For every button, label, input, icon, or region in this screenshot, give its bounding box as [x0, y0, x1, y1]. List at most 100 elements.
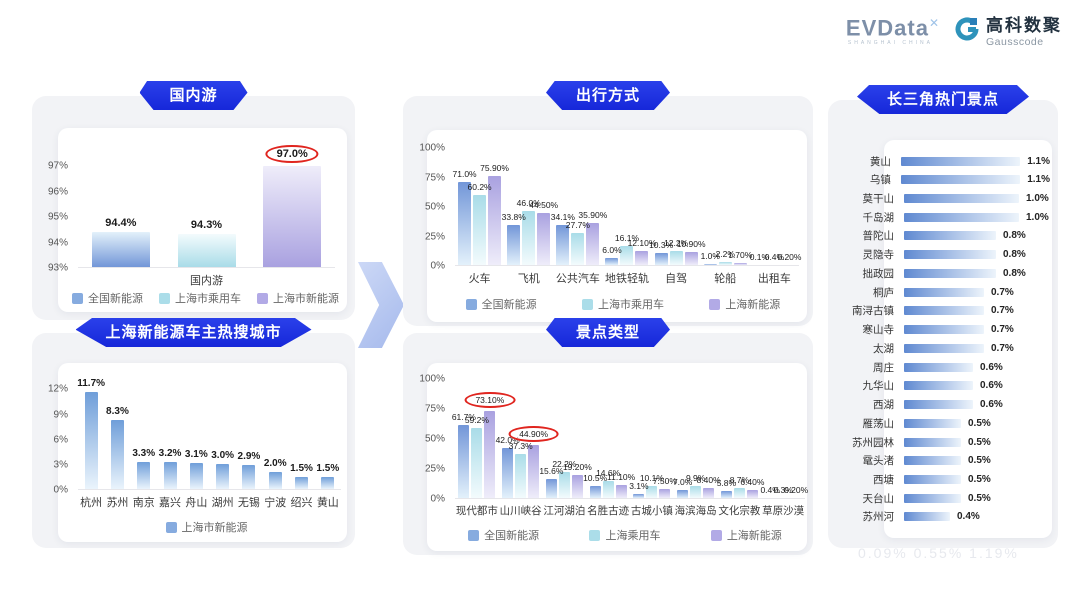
- bar-value-label: 2.9%: [237, 450, 261, 462]
- legend-item[interactable]: 上海市乘用车: [159, 290, 241, 306]
- y-axis: 12% 9% 6% 3% 0%: [32, 381, 74, 496]
- bar: [295, 476, 309, 489]
- bar: [904, 193, 1019, 203]
- legend-item[interactable]: 上海市新能源: [257, 290, 339, 306]
- bar-value-label: 8.7%: [729, 474, 750, 485]
- bar-group: 3.2%: [157, 381, 183, 489]
- bar-column: 42.0%: [496, 379, 520, 498]
- bar-group: 3.1%: [183, 381, 209, 489]
- bar-column: 19.20%: [563, 379, 592, 498]
- bar-column: 0.3%: [773, 379, 793, 498]
- bar-column: 6.40%: [740, 379, 764, 498]
- bar-value-label: 34.1%: [550, 212, 575, 223]
- legend-item[interactable]: 上海新能源: [709, 296, 780, 312]
- list-item: 雁荡山 0.5%: [836, 414, 1050, 432]
- bar-group: 1.0% 2.2% 1.70%: [701, 148, 752, 265]
- bar-column: 0.4%: [760, 379, 780, 498]
- attraction-label: 苏州河: [862, 511, 895, 524]
- legend-item[interactable]: 上海市乘用车: [581, 296, 664, 312]
- bar: [84, 391, 98, 489]
- bar-group: 3.1% 10.1% 7.50%: [629, 379, 677, 498]
- bar-group: 1.5%: [315, 381, 341, 489]
- list-item: 苏州河 0.4%: [836, 508, 1050, 526]
- bar-value-label: 33.8%: [501, 212, 526, 223]
- bar-value-label: 46.0%: [516, 198, 541, 209]
- bar-group: 0.4% 0.3% 0.20%: [760, 379, 808, 498]
- category-label: 嘉兴: [159, 497, 182, 509]
- bar-column: 11.7%: [77, 378, 105, 489]
- bar-group: 0.1% 0.4% 0.20%: [750, 148, 801, 265]
- y-tick-label: 75%: [424, 172, 445, 183]
- x-axis-categories: 杭州 苏州 南京 嘉兴 舟山 湖州 无锡 宁波 绍兴 黄山: [78, 494, 341, 510]
- attraction-label: 寒山寺: [862, 324, 895, 337]
- bar: [904, 343, 984, 353]
- y-axis: 97% 96% 95% 94% 93%: [32, 161, 74, 274]
- bar-value-label: 2.0%: [263, 458, 287, 470]
- legend-item[interactable]: 全国新能源: [72, 290, 143, 306]
- bar: [703, 263, 717, 265]
- bar-value-label: 8.40%: [696, 475, 721, 486]
- bar-column: 1.0%: [701, 148, 720, 265]
- bar-value-label-circled: 44.90%: [508, 425, 560, 442]
- legend-item[interactable]: 全国新能源: [468, 527, 539, 543]
- bar: [502, 448, 514, 498]
- bar: [242, 464, 256, 489]
- y-tick-label: 25%: [424, 231, 445, 242]
- category-label: 地铁轻轨: [604, 273, 649, 285]
- bar: [904, 231, 996, 241]
- bar: [900, 175, 1021, 185]
- bar: [654, 252, 668, 265]
- bar-column: 94.4%: [78, 166, 164, 267]
- attraction-label: 南浔古镇: [852, 305, 894, 318]
- legend-swatch: [468, 529, 480, 541]
- panel-title-domestic: 国内游: [139, 81, 248, 110]
- legend-item[interactable]: 上海新能源: [710, 527, 782, 543]
- bar-group: 10.3% 12.2% 10.90%: [649, 148, 706, 265]
- bar-group: 3.3%: [131, 381, 157, 489]
- bar-group: 71.0% 60.2% 75.90%: [453, 148, 509, 265]
- category-label: 现代都市: [455, 505, 498, 517]
- bar: [522, 211, 536, 265]
- category-label: 苏州: [106, 497, 129, 509]
- bar-column: 3.3%: [132, 381, 155, 489]
- y-tick-label: 95%: [47, 211, 68, 223]
- bar-plot: 94.4% 94.3% 97.0%: [78, 145, 335, 268]
- gausscode-logo: 高科数聚 Gausscode: [954, 16, 1062, 48]
- bar: [589, 485, 601, 498]
- y-tick-label: 50%: [424, 201, 445, 213]
- bar: [558, 471, 570, 498]
- bar-value: 0.5%: [968, 492, 991, 504]
- bar-value-label: 35.90%: [578, 210, 608, 220]
- bar-group: 11.7%: [77, 378, 105, 489]
- bar-group: 3.0%: [209, 381, 235, 489]
- bar-value-label-circled: 73.10%: [464, 392, 516, 409]
- attraction-label: 桐庐: [873, 286, 894, 299]
- category-label: 名胜古迹: [587, 505, 630, 517]
- list-item: 周庄 0.6%: [836, 358, 1050, 376]
- panel-hot-search-cities: 上海新能源车主热搜城市 12% 9% 6% 3% 0% 11.7% 8.3% 3.3% 3.2…: [32, 318, 355, 548]
- bar-column: 1.5%: [290, 381, 313, 489]
- bar-value: 0.5%: [968, 473, 991, 485]
- bar-value: 1.0%: [1026, 211, 1049, 223]
- list-item: 寒山寺 0.7%: [836, 321, 1050, 339]
- legend-item[interactable]: 全国新能源: [465, 296, 537, 312]
- attraction-label: 九华山: [862, 380, 895, 393]
- bar-column: 2.2%: [716, 148, 735, 265]
- bar: [586, 223, 600, 265]
- legend-item[interactable]: 上海市新能源: [165, 519, 248, 535]
- category-label: 无锡: [237, 497, 260, 509]
- attraction-label: 天台山: [862, 492, 895, 505]
- bar-value: 0.8%: [1003, 230, 1026, 242]
- bar: [163, 462, 177, 489]
- bar-value-label: 12.2%: [664, 237, 689, 248]
- bar-group: 33.8% 46.0% 44.50%: [501, 148, 558, 265]
- bar: [690, 486, 702, 498]
- bar-column: 10.1%: [640, 379, 664, 498]
- x-axis-categories: 火车 飞机 公共汽车 地铁轻轨 自驾 轮船 出租车: [455, 270, 799, 286]
- legend-item[interactable]: 上海乘用车: [589, 527, 660, 543]
- bar-value-label: 7.0%: [672, 476, 693, 487]
- bar: [571, 475, 583, 498]
- bar-value-label: 22.2%: [552, 458, 577, 469]
- bar-column: 37.3%: [509, 379, 533, 498]
- list-item: 普陀山 0.8%: [836, 227, 1050, 245]
